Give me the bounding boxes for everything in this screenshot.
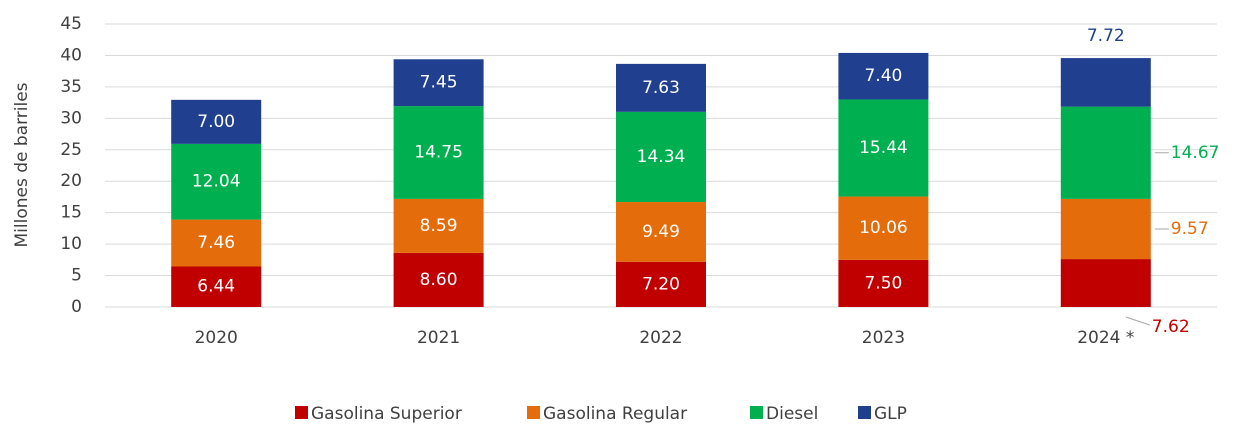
data-label: 7.72 <box>1087 26 1125 46</box>
y-tick-label: 35 <box>60 77 82 97</box>
bar-segment <box>1060 198 1151 260</box>
bar-segment <box>171 266 262 307</box>
bar-segment <box>171 143 262 220</box>
legend-label: GLP <box>874 404 907 424</box>
bar-segment <box>838 99 929 197</box>
data-label: 15.44 <box>859 138 908 158</box>
bar-segment <box>393 252 484 307</box>
legend-swatch <box>858 406 871 419</box>
data-label: 14.67 <box>1171 143 1220 163</box>
x-tick-label: 2024 * <box>1077 328 1134 348</box>
bar-segment <box>616 111 706 203</box>
bar-segment <box>616 63 706 112</box>
data-label: 10.06 <box>859 218 908 238</box>
bar-segment <box>1060 58 1151 107</box>
bar-segment <box>616 202 706 262</box>
data-label: 7.62 <box>1152 317 1190 337</box>
bar-segment <box>393 198 484 253</box>
y-tick-label: 30 <box>60 108 82 128</box>
leader-line <box>1125 316 1150 326</box>
y-tick-label: 15 <box>60 203 82 223</box>
y-tick-label: 25 <box>60 140 82 160</box>
legend-label: Gasolina Regular <box>543 404 687 424</box>
bar-segment <box>393 59 484 107</box>
data-label: 6.44 <box>197 277 235 297</box>
data-label: 7.50 <box>864 273 902 293</box>
data-label: 8.59 <box>420 216 458 236</box>
legend-label: Diesel <box>766 404 818 424</box>
x-tick-label: 2020 <box>195 328 238 348</box>
x-tick-label: 2022 <box>639 328 682 348</box>
y-tick-label: 10 <box>60 234 82 254</box>
bar-segment <box>838 259 929 307</box>
y-tick-label: 20 <box>60 171 82 191</box>
data-label: 9.49 <box>642 222 680 242</box>
x-tick-label: 2023 <box>862 328 905 348</box>
y-tick-label: 40 <box>60 45 82 65</box>
data-label: 7.00 <box>197 112 235 132</box>
x-tick-label: 2021 <box>417 328 460 348</box>
legend-swatch <box>750 406 763 419</box>
y-tick-label: 5 <box>71 266 82 286</box>
y-tick-label: 45 <box>60 14 82 34</box>
bar-segment <box>1060 106 1151 199</box>
bar-segment <box>171 99 262 144</box>
data-label: 7.63 <box>642 78 680 98</box>
y-tick-label: 0 <box>71 297 82 317</box>
data-label: 7.20 <box>642 274 680 294</box>
bar-segment <box>616 261 706 307</box>
data-label: 7.46 <box>197 233 235 253</box>
legend-swatch <box>527 406 540 419</box>
data-label: 7.40 <box>864 66 902 86</box>
data-label: 12.04 <box>192 172 241 192</box>
data-label: 14.75 <box>414 143 463 163</box>
bar-segment <box>393 106 484 199</box>
legend-label: Gasolina Superior <box>311 404 462 424</box>
bar-segment <box>838 52 929 100</box>
bar-segment <box>838 196 929 260</box>
data-label: 9.57 <box>1171 219 1209 239</box>
bar-segment <box>171 219 262 267</box>
y-axis-label: Millones de barriles <box>12 82 32 247</box>
data-label: 14.34 <box>637 147 686 167</box>
legend-swatch <box>295 406 308 419</box>
data-label: 8.60 <box>420 270 458 290</box>
bar-segment <box>1060 259 1151 307</box>
data-label: 7.45 <box>420 73 458 93</box>
